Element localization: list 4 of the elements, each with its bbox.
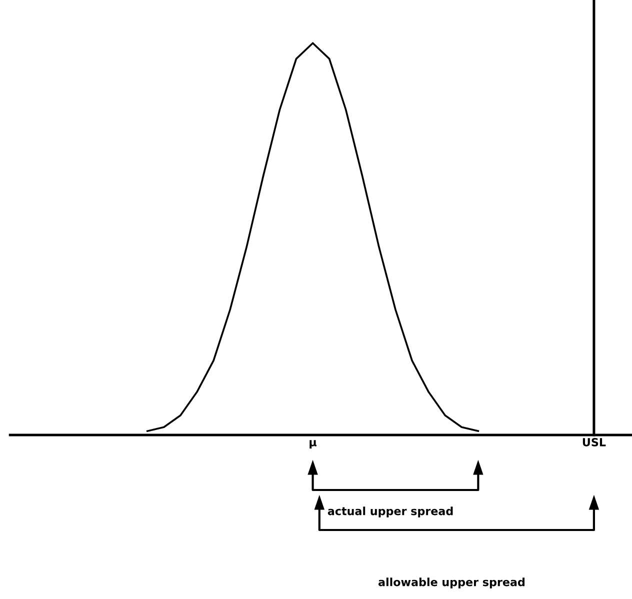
text: actual upper spread xyxy=(328,506,453,518)
x-tick-label: USL xyxy=(582,438,606,446)
text: allowable upper spread xyxy=(378,578,524,588)
x-tick-label: μ xyxy=(310,440,317,449)
